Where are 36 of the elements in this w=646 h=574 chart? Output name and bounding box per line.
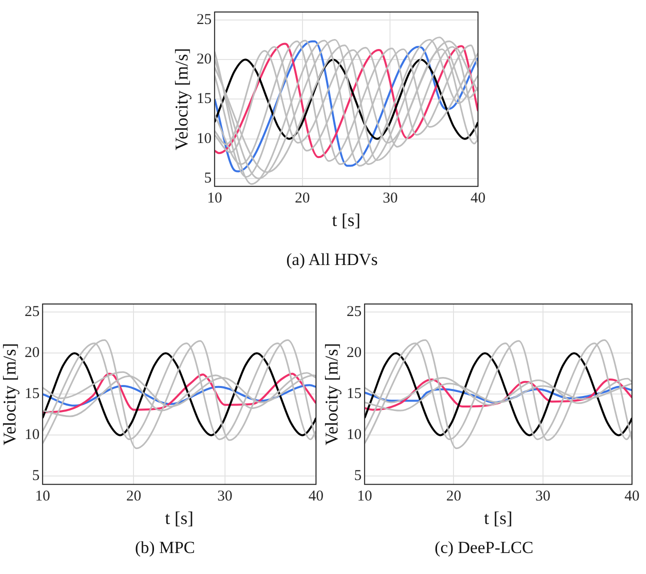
x-tick-label: 20 [294, 190, 310, 206]
y-tick-label: 20 [346, 345, 362, 362]
y-axis-title: Velocity [m/s] [172, 48, 192, 150]
y-axis-title: Velocity [m/s] [0, 342, 20, 446]
x-tick-label: 30 [535, 488, 550, 504]
y-tick-label: 10 [346, 427, 362, 444]
text: (c) DeeP-LCC [434, 538, 534, 558]
y-tick-label: 10 [24, 427, 40, 444]
y-tick-label: 15 [346, 386, 362, 402]
x-tick-label: 20 [126, 488, 142, 504]
y-tick-label: 5 [204, 170, 212, 186]
text: (a) All HDVs [285, 250, 379, 270]
x-tick-label: 40 [470, 190, 486, 206]
y-tick-label: 15 [196, 91, 212, 108]
y-tick-label: 5 [32, 468, 40, 484]
x-tick-label: 10 [357, 488, 372, 504]
y-tick-label: 20 [196, 52, 212, 68]
y-tick-label: 20 [24, 345, 40, 362]
y-tick-label: 15 [24, 386, 40, 402]
y-axis-title: Velocity [m/s] [322, 342, 342, 446]
y-tick-label: 25 [24, 304, 40, 320]
y-tick-label: 10 [196, 130, 212, 147]
x-axis-title: t [s] [332, 210, 361, 230]
x-tick-label: 30 [382, 190, 398, 206]
y-tick-label: 25 [346, 304, 362, 320]
text: (b) MPC [134, 538, 196, 558]
x-tick-label: 40 [624, 488, 640, 504]
x-tick-label: 10 [35, 488, 50, 504]
x-tick-label: 40 [308, 488, 324, 504]
x-axis-title: t [s] [165, 508, 194, 528]
y-tick-label: 5 [354, 468, 362, 484]
y-tick-label: 25 [196, 12, 212, 28]
x-axis-title: t [s] [484, 508, 513, 528]
x-tick-label: 10 [207, 190, 222, 206]
x-tick-label: 20 [446, 488, 462, 504]
x-tick-label: 30 [217, 488, 232, 504]
